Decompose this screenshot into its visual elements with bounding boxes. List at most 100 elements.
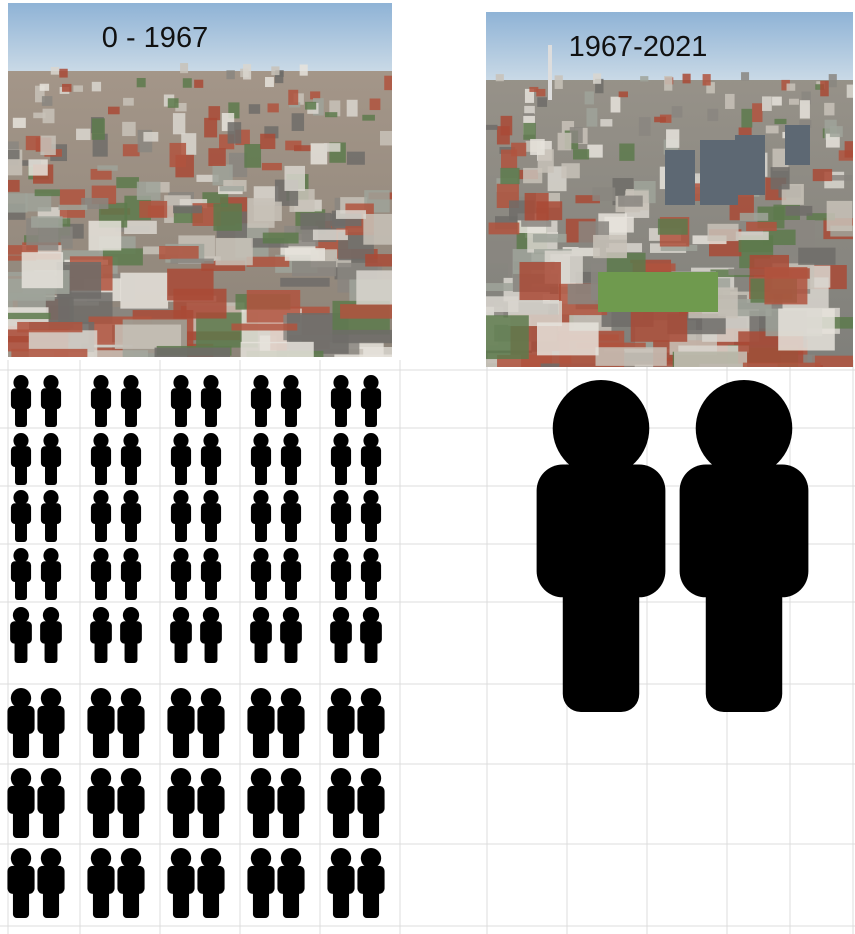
person-legs	[12, 884, 30, 918]
person-head	[282, 607, 300, 624]
person-icon	[117, 768, 145, 838]
building	[293, 93, 304, 105]
person-legs	[365, 459, 377, 485]
person-icon	[277, 768, 305, 838]
person-head	[283, 375, 299, 391]
person-legs	[252, 724, 270, 758]
building	[664, 75, 673, 91]
building	[139, 200, 168, 218]
building	[11, 348, 88, 357]
person-head	[363, 375, 379, 391]
person-legs	[335, 401, 347, 427]
person-head	[363, 548, 379, 564]
building	[288, 89, 299, 105]
building	[204, 117, 218, 138]
person-legs	[334, 635, 348, 663]
building	[21, 252, 64, 289]
person-head	[43, 375, 59, 391]
building	[243, 64, 252, 80]
building	[294, 145, 311, 152]
person-legs	[705, 551, 783, 712]
building	[8, 179, 20, 192]
building	[329, 100, 341, 117]
building	[825, 133, 840, 148]
building	[12, 117, 26, 128]
person-head	[90, 848, 112, 869]
person-legs	[125, 574, 137, 600]
person-head	[40, 688, 62, 709]
person-legs	[92, 804, 110, 838]
building	[561, 163, 580, 179]
person-head	[90, 688, 112, 709]
person-icon	[250, 375, 272, 427]
building	[723, 291, 774, 303]
person-legs	[332, 724, 350, 758]
person-head	[253, 548, 269, 564]
building	[17, 321, 83, 333]
building	[231, 323, 298, 331]
tower	[700, 140, 738, 205]
building	[120, 272, 169, 309]
person-icon	[247, 768, 275, 838]
building	[682, 73, 691, 84]
building	[618, 195, 643, 207]
building	[172, 113, 186, 135]
building	[136, 181, 161, 200]
person-icon	[200, 375, 222, 427]
building	[332, 329, 392, 344]
building	[271, 66, 280, 76]
person-icon	[40, 607, 62, 663]
building	[587, 144, 603, 158]
building	[702, 74, 711, 86]
person-legs	[204, 635, 218, 663]
person-icon	[360, 548, 382, 600]
building	[638, 117, 651, 136]
person-head	[280, 768, 302, 789]
person-icon	[117, 848, 145, 918]
building	[114, 324, 182, 349]
building	[521, 219, 552, 227]
building	[524, 105, 535, 115]
person-head	[10, 768, 32, 789]
building	[532, 233, 567, 243]
person-head	[173, 548, 189, 564]
person-icon	[330, 607, 352, 663]
person-head	[43, 548, 59, 564]
person-legs	[45, 401, 57, 427]
building	[678, 345, 749, 353]
person-legs	[172, 884, 190, 918]
person-legs	[202, 724, 220, 758]
building	[735, 231, 769, 241]
person-head	[695, 380, 793, 477]
person-icon	[7, 688, 35, 758]
person-icon	[250, 607, 272, 663]
building	[194, 79, 204, 88]
person-icon	[10, 375, 32, 427]
period-label: 1967-2021	[569, 31, 708, 63]
person-icon	[280, 433, 302, 485]
person-icon	[10, 548, 32, 600]
building	[752, 103, 763, 123]
person-legs	[205, 516, 217, 542]
building	[223, 180, 247, 192]
building	[630, 308, 688, 342]
person-icon	[117, 688, 145, 758]
building	[25, 135, 42, 151]
person-icon	[360, 375, 382, 427]
building	[666, 129, 680, 148]
building	[824, 102, 835, 116]
person-icon	[200, 433, 222, 485]
building	[593, 73, 602, 84]
person-icon	[87, 848, 115, 918]
building	[707, 108, 719, 122]
building	[523, 167, 543, 184]
person-legs	[175, 516, 187, 542]
building	[91, 81, 102, 92]
person-icon	[40, 433, 62, 485]
person-head	[362, 607, 380, 624]
building	[657, 218, 688, 235]
person-head	[203, 490, 219, 506]
person-icon	[170, 375, 192, 427]
person-icon	[87, 768, 115, 838]
